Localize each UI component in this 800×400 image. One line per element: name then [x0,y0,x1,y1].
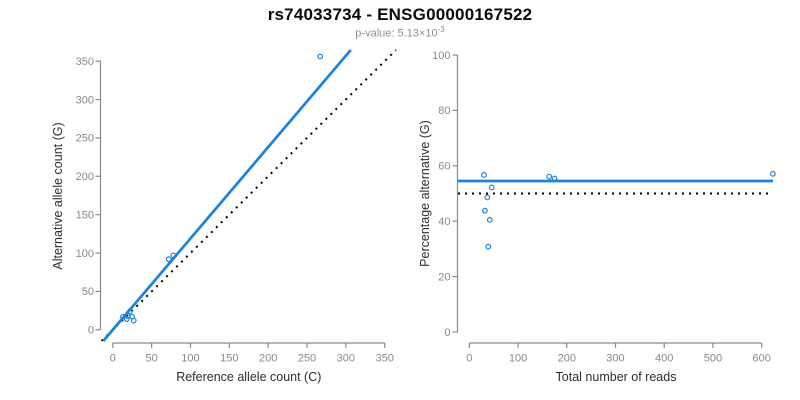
x-tick-label: 100 [509,353,527,365]
data-point [769,170,776,177]
x-tick-label: 100 [181,353,199,365]
x-tick-label: 200 [558,353,576,365]
data-point [484,194,491,201]
x-tick-label: 50 [146,353,158,365]
data-point [488,184,495,191]
x-tick-label: 300 [337,353,355,365]
x-tick-label: 0 [110,353,116,365]
data-point [551,175,558,182]
x-axis-title: Reference allele count (C) [176,370,321,384]
y-tick-label: 150 [76,209,94,221]
plot-subtitle: p-value: 5.13×10-3 [0,25,800,40]
y-tick-label: 0 [88,325,94,337]
data-point [126,308,133,315]
pvalue-exponent: -3 [437,25,445,34]
plot-title: rs74033734 - ENSG00000167522 [267,5,533,24]
data-point [481,207,488,214]
y-tick-label: 20 [438,271,450,283]
y-tick-label: 200 [76,171,94,183]
x-axis-title: Total number of reads [556,370,677,384]
x-tick-label: 600 [753,353,771,365]
y-tick-label: 40 [438,216,450,228]
data-point [317,53,324,60]
y-tick-label: 100 [76,248,94,260]
x-tick-label: 500 [704,353,722,365]
y-tick-label: 50 [82,286,94,298]
y-axis-title: Percentage alternative (G) [418,120,432,267]
data-point [123,316,130,322]
y-tick-label: 60 [438,161,450,173]
x-tick-label: 300 [606,353,624,365]
y-tick-label: 350 [76,56,94,68]
y-tick-label: 100 [432,50,450,62]
data-point [130,317,137,324]
left-scatter-panel: 0 50 100 150 200 250 300 350 0 50 100 150 200 250 300 3… [51,49,397,384]
x-tick-label: 200 [259,353,277,365]
y-tick-label: 250 [76,133,94,145]
y-tick-label: 80 [438,105,450,117]
pvalue-prefix: p-value: [355,27,398,40]
data-point [546,173,553,180]
fitted-allelic-ratio-line [102,49,352,342]
x-tick-label: 0 [466,353,472,365]
identity-line [100,49,397,342]
data-point [486,216,493,223]
x-tick-label: 350 [376,353,394,365]
y-tick-label: 0 [444,327,450,339]
y-tick-label: 300 [76,94,94,106]
y-axis-title: Alternative allele count (G) [51,122,65,269]
x-tick-label: 150 [220,353,238,365]
data-point [170,252,177,259]
x-tick-label: 250 [298,353,316,365]
right-scatter-panel: 0 20 40 60 80 100 0 100 200 300 400 500 600 Total num… [418,50,776,384]
data-point [481,172,487,178]
data-point [485,243,492,250]
pvalue-base: 5.13×10 [397,27,438,40]
x-tick-label: 400 [655,353,673,365]
data-point [165,256,172,263]
